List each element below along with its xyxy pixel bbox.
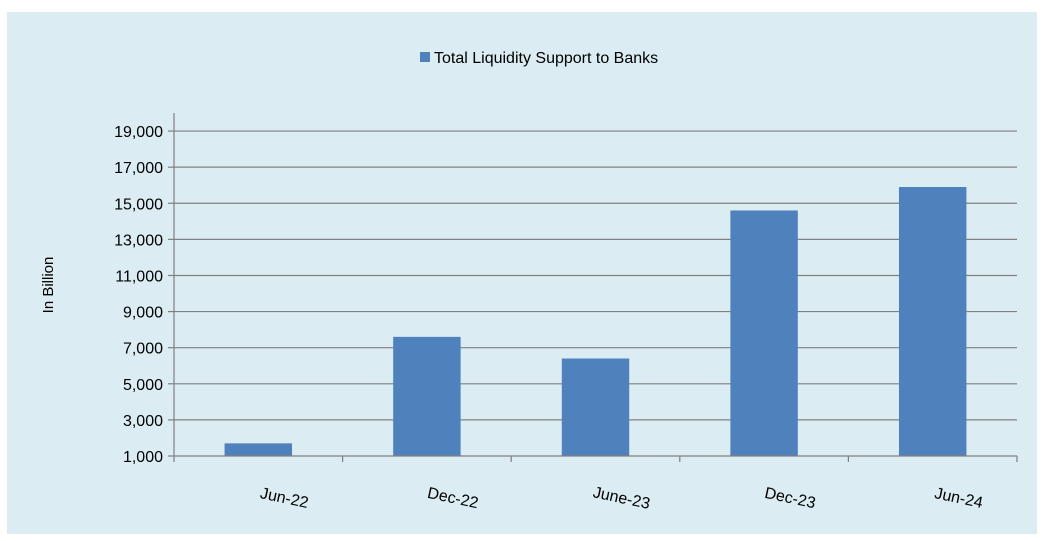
y-tick-label: 7,000	[123, 341, 163, 358]
x-tick-label: Dec-22	[426, 485, 480, 512]
bar-june-23	[561, 358, 630, 456]
y-tick-label: 5,000	[123, 377, 163, 394]
x-tick-label: June-23	[591, 484, 651, 513]
x-tick-labels: Jun-22 Dec-22 June-23 Dec-23 Jun-24	[259, 484, 985, 513]
x-tick-label: Dec-23	[763, 485, 817, 512]
bar-dec-23	[730, 210, 798, 456]
y-tick-label: 19,000	[114, 124, 163, 141]
bar-jun-22	[224, 443, 293, 456]
chart-area	[7, 12, 1037, 534]
y-tick-label: 13,000	[114, 232, 163, 249]
y-tick-label: 15,000	[114, 196, 163, 213]
y-tick-label: 9,000	[123, 305, 163, 322]
y-tick-labels: 1,000 3,000 5,000 7,000 9,000 11,000 13,000 15,…	[114, 124, 174, 466]
bars	[224, 187, 967, 456]
bar-jun-24	[898, 187, 967, 456]
legend: Total Liquidity Support to Banks	[420, 50, 658, 67]
axes	[173, 113, 1018, 462]
bar-dec-22	[393, 336, 461, 456]
y-tick-label: 1,000	[123, 449, 163, 466]
y-axis-title: In Billion	[40, 257, 57, 314]
x-tick-label: Jun-22	[259, 485, 310, 512]
x-tick-label: Jun-24	[933, 485, 984, 512]
legend-label: Total Liquidity Support to Banks	[434, 50, 658, 67]
y-tick-label: 11,000	[115, 268, 163, 285]
y-tick-label: 3,000	[123, 413, 163, 430]
y-tick-label: 17,000	[114, 160, 163, 177]
legend-swatch	[420, 52, 430, 62]
